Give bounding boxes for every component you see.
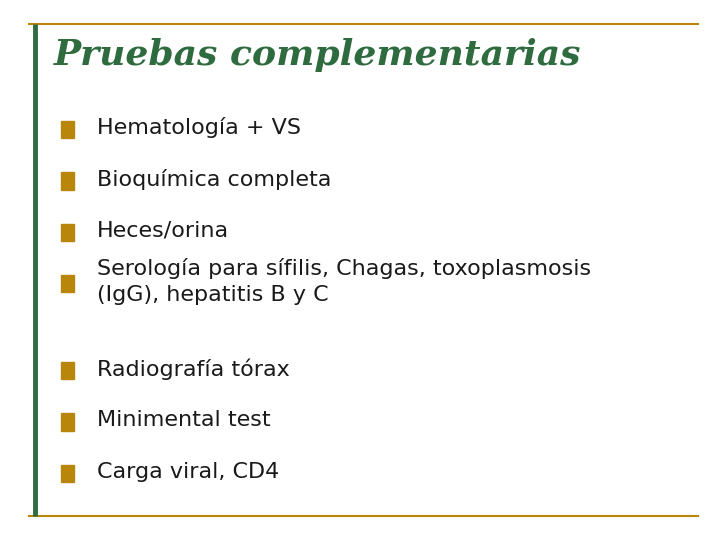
Text: Carga viral, CD4: Carga viral, CD4 [97, 462, 279, 482]
Text: Serología para sífilis, Chagas, toxoplasmosis
(IgG), hepatitis B y C: Serología para sífilis, Chagas, toxoplas… [97, 259, 591, 305]
Text: Hematología + VS: Hematología + VS [97, 117, 301, 138]
Bar [61, 413, 74, 430]
Text: Pruebas complementarias: Pruebas complementarias [54, 38, 582, 72]
Text: Radiografía tórax: Radiografía tórax [97, 358, 290, 380]
Text: Bioquímica completa: Bioquímica completa [97, 168, 332, 190]
Bar [61, 224, 74, 241]
Bar [61, 172, 74, 190]
Text: Minimental test: Minimental test [97, 410, 271, 430]
Bar [61, 362, 74, 379]
Bar [61, 464, 74, 482]
Text: Heces/orina: Heces/orina [97, 220, 230, 240]
Bar [61, 121, 74, 138]
Bar [61, 275, 74, 292]
